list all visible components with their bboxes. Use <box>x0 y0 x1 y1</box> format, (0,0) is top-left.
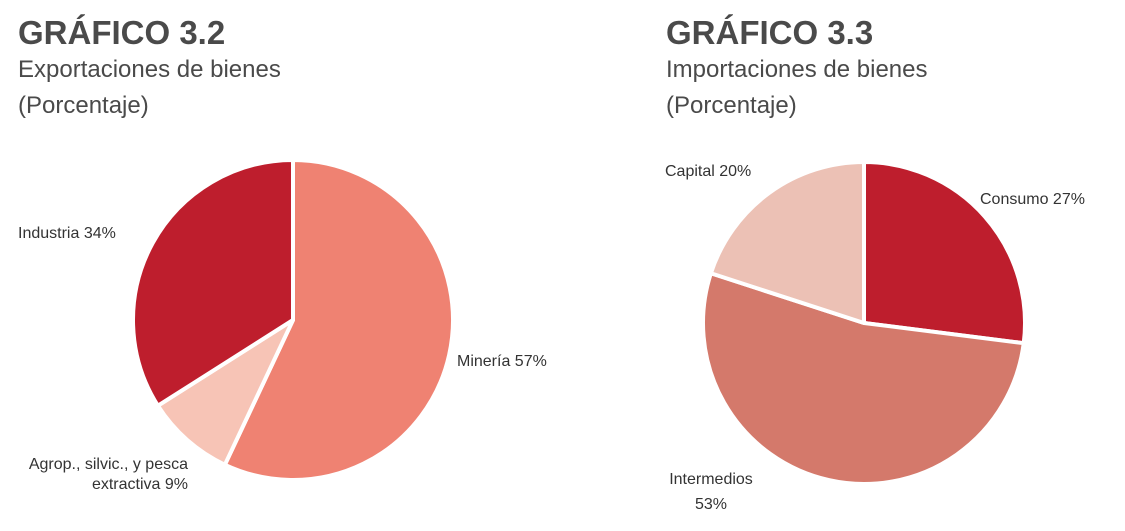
imports-pie-chart: Consumo 27% Intermedios 53% Capital 20% <box>665 160 1085 513</box>
chart-unit-label: (Porcentaje) <box>18 92 149 119</box>
chart-subtitle: Importaciones de bienes <box>666 56 928 83</box>
pie-slice-minería <box>222 158 455 482</box>
chart-title: GRÁFICO 3.3 <box>666 14 874 51</box>
slice-label: Agrop., silvic., y pesca extractiva 9% <box>29 456 188 493</box>
chart-subtitle: Exportaciones de bienes <box>18 56 281 83</box>
pie-slice-consumo <box>862 160 1027 346</box>
slice-label: Industria 34% <box>18 225 116 242</box>
slice-label: Minería 57% <box>457 353 547 370</box>
exports-pie-chart: Minería 57% Agrop., silvic., y pesca extra… <box>18 158 547 493</box>
imports-chart-panel: GRÁFICO 3.3 Importaciones de bienes (Por… <box>560 0 1125 531</box>
slice-label: Intermedios 53% <box>669 471 753 513</box>
pie-slice-intermedios <box>701 271 1026 486</box>
exports-chart-panel: GRÁFICO 3.2 Exportaciones de bienes (Por… <box>0 0 560 531</box>
chart-title: GRÁFICO 3.2 <box>18 14 226 51</box>
slice-label: Capital 20% <box>665 163 751 180</box>
pie-slice-capital <box>708 160 866 325</box>
chart-unit-label: (Porcentaje) <box>666 92 797 119</box>
pie-slice-industria <box>131 158 295 408</box>
slice-label: Consumo 27% <box>980 191 1085 208</box>
